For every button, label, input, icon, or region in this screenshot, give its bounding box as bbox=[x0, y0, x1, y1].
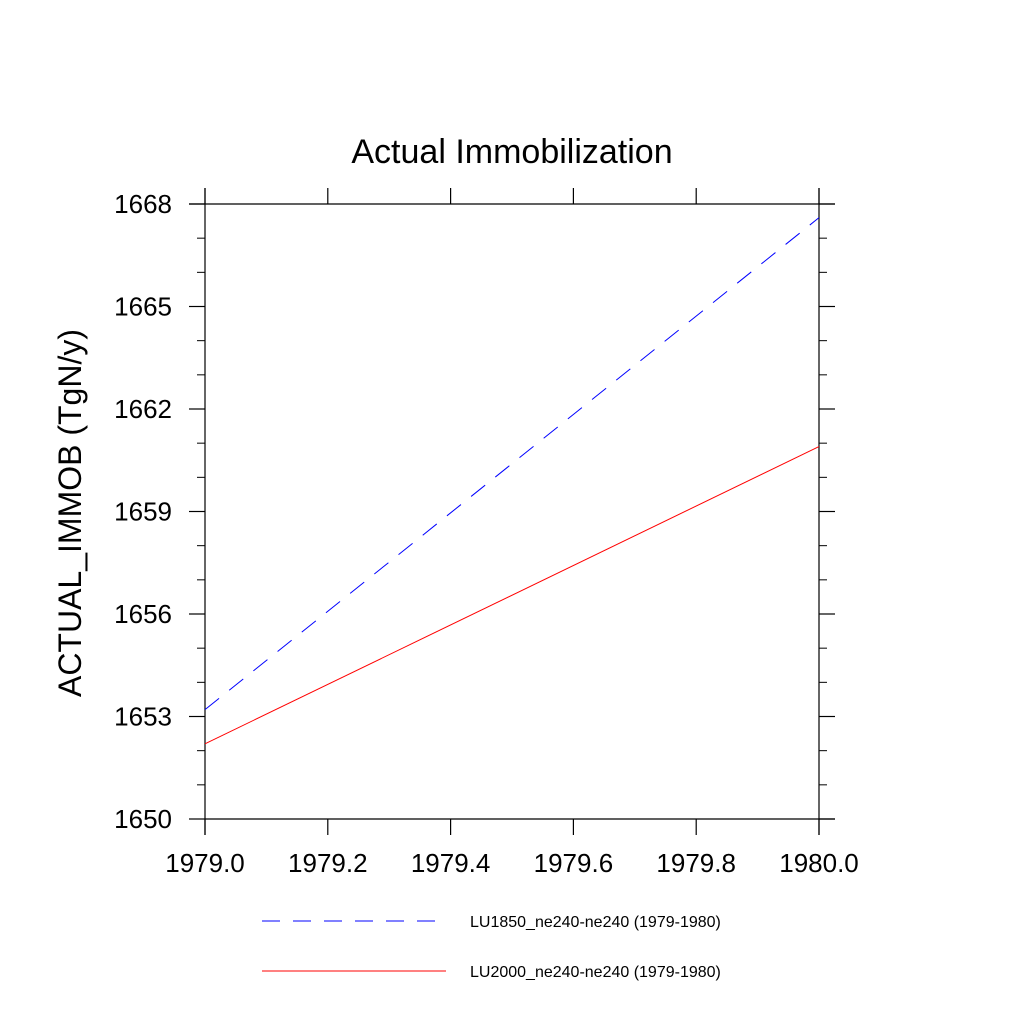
y-tick-label: 1659 bbox=[114, 497, 172, 527]
x-tick-label: 1980.0 bbox=[779, 848, 859, 878]
y-tick-label: 1650 bbox=[114, 804, 172, 834]
y-tick-label: 1656 bbox=[114, 599, 172, 629]
series-line-1 bbox=[204, 217, 820, 711]
chart-title: Actual Immobilization bbox=[351, 133, 672, 171]
x-tick-label: 1979.8 bbox=[656, 848, 736, 878]
y-tick-label: 1653 bbox=[114, 702, 172, 732]
y-tick-label: 1665 bbox=[114, 292, 172, 322]
y-tick-label: 1668 bbox=[114, 189, 172, 219]
series-line-2 bbox=[204, 446, 820, 745]
x-tick-label: 1979.0 bbox=[165, 848, 245, 878]
legend-label-2: LU2000_ne240-ne240 (1979-1980) bbox=[470, 964, 721, 981]
legend: LU1850_ne240-ne240 (1979-1980) LU2000_ne2… bbox=[262, 914, 721, 981]
legend-label-1: LU1850_ne240-ne240 (1979-1980) bbox=[470, 914, 721, 931]
plot-area: 1650 1653 1656 1659 1662 1665 1668 1979.0 1979.2… bbox=[114, 188, 859, 878]
x-tick-label: 1979.6 bbox=[534, 848, 614, 878]
x-tick-label: 1979.2 bbox=[288, 848, 368, 878]
y-axis-label: ACTUAL_IMMOB (TgN/y) bbox=[52, 329, 88, 697]
x-tick-label: 1979.4 bbox=[411, 848, 491, 878]
y-tick-label: 1662 bbox=[114, 394, 172, 424]
